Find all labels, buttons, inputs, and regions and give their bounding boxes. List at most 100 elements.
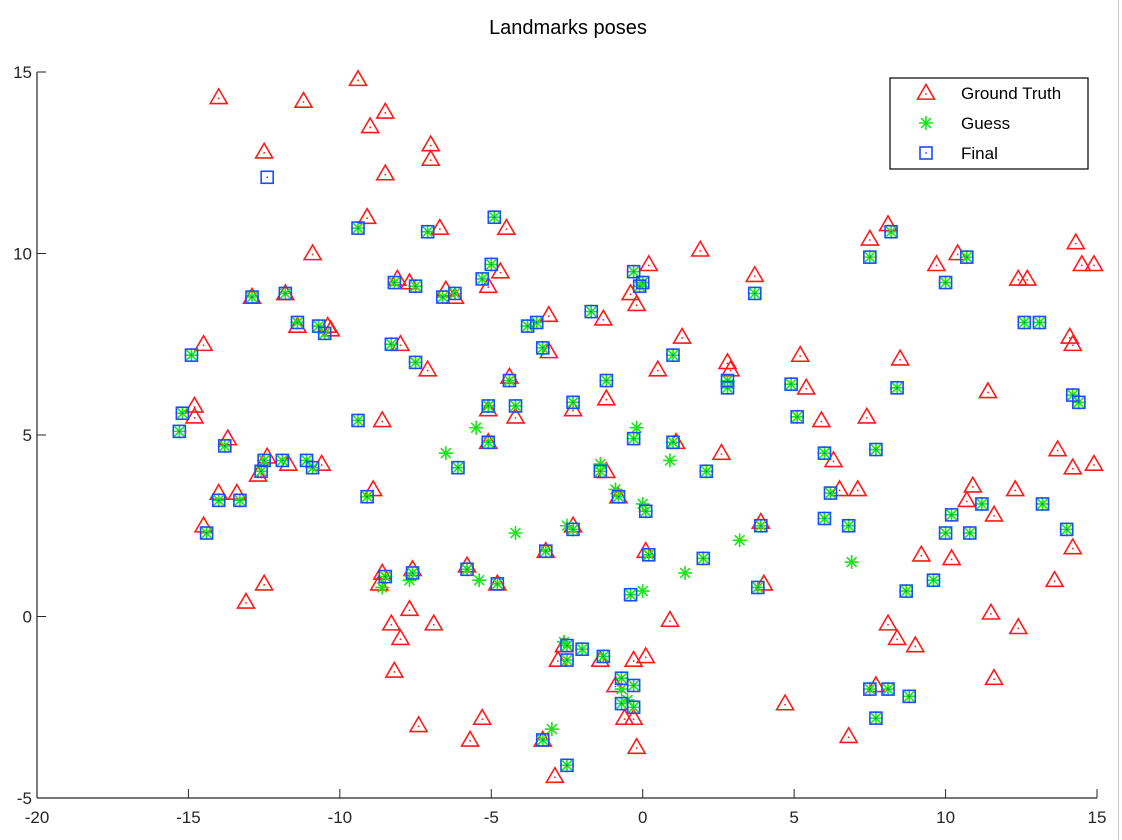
data-point-square: [626, 431, 641, 446]
data-point-triangle: [208, 87, 229, 105]
data-point-square: [938, 275, 953, 290]
data-point-square: [448, 286, 462, 301]
data-point-triangle: [1008, 617, 1029, 635]
data-point-triangle: [254, 141, 275, 159]
data-point-square: [560, 758, 574, 773]
data-point-asterisk: [629, 420, 644, 435]
data-point-triangle: [1084, 254, 1104, 272]
data-point-triangle: [887, 628, 908, 646]
data-point-triangle: [941, 548, 962, 566]
data-point-square: [754, 518, 768, 533]
data-point-square: [451, 460, 465, 475]
data-point-square: [666, 348, 680, 362]
data-point-triangle: [236, 591, 256, 609]
data-point-triangle: [496, 217, 517, 236]
data-point-triangle: [423, 613, 444, 631]
data-point-triangle: [1071, 254, 1092, 272]
data-point-triangle: [811, 410, 832, 428]
data-point-square: [520, 319, 535, 333]
data-point-square: [641, 547, 656, 562]
data-point-square: [245, 290, 259, 304]
data-point-triangle: [890, 348, 911, 366]
data-point-triangle: [956, 490, 977, 508]
data-point-triangle: [390, 628, 411, 646]
data-point-triangle: [460, 729, 480, 747]
data-point-triangle: [847, 479, 868, 497]
data-point-square: [919, 146, 933, 160]
data-point-triangle: [293, 90, 314, 108]
data-point-asterisk: [678, 565, 693, 580]
data-point-triangle: [596, 388, 617, 406]
legend-label: Final: [961, 144, 998, 163]
data-point-square: [351, 221, 365, 235]
data-point-square: [529, 315, 544, 330]
data-point-square: [1032, 315, 1047, 330]
data-point-square: [290, 315, 305, 330]
data-point-triangle: [838, 726, 859, 744]
data-point-triangle: [375, 101, 396, 119]
data-point-triangle: [1084, 453, 1104, 471]
data-point-triangle: [254, 573, 275, 591]
data-point-triangle: [984, 504, 1004, 522]
data-point-triangle: [926, 254, 947, 272]
legend-item: Guess: [919, 114, 1010, 133]
data-point-square: [938, 526, 953, 540]
data-point-triangle: [381, 613, 402, 631]
data-point-square: [211, 493, 226, 508]
data-point-triangle: [984, 668, 1004, 686]
data-point-triangle: [417, 359, 438, 377]
data-point-triangle: [626, 294, 647, 312]
y-tick-label: 0: [23, 608, 32, 627]
data-point-triangle: [384, 660, 405, 678]
data-point-triangle: [916, 82, 936, 100]
data-point-triangle: [193, 334, 214, 352]
data-point-triangle: [357, 207, 378, 225]
data-point-square: [869, 711, 883, 725]
data-point-triangle: [856, 406, 877, 424]
data-point-square: [384, 337, 399, 352]
data-point-asterisk: [608, 482, 623, 497]
data-point-square: [420, 224, 435, 239]
data-point-square: [475, 272, 490, 286]
data-point-square: [750, 580, 765, 595]
data-point-square: [487, 210, 502, 224]
data-point-triangle: [717, 352, 738, 370]
data-point-square: [747, 286, 762, 301]
data-point-triangle: [981, 602, 1001, 620]
data-point-asterisk: [919, 116, 933, 130]
data-point-triangle: [635, 646, 656, 664]
data-point-triangle: [390, 334, 411, 352]
data-point-square: [944, 508, 959, 522]
data-point-square: [626, 678, 641, 693]
data-point-triangle: [626, 737, 647, 755]
data-point-square: [508, 399, 523, 413]
y-tick-label: 5: [23, 426, 32, 445]
data-point-triangle: [472, 708, 493, 726]
data-point-square: [869, 442, 883, 457]
legend-label: Ground Truth: [961, 84, 1061, 103]
x-tick-label: 0: [638, 808, 647, 827]
data-point-asterisk: [635, 584, 650, 599]
data-point-square: [975, 497, 989, 511]
data-point-square: [566, 522, 580, 537]
data-point-square: [199, 526, 214, 540]
axes: -20 -15 -10 -5 0 5 10 15 -5 0 5 10 15: [13, 63, 1106, 827]
data-point-square: [560, 638, 574, 653]
data-point-square: [260, 170, 274, 185]
data-point-triangle: [978, 381, 998, 399]
series-final: [172, 170, 1086, 773]
data-point-triangle: [672, 326, 692, 344]
data-point-square: [1072, 395, 1086, 410]
data-point-square: [614, 671, 629, 686]
data-point-square: [405, 566, 420, 580]
data-point-square: [584, 304, 599, 319]
x-tick-label: -5: [484, 808, 499, 827]
data-point-square: [175, 406, 190, 421]
data-point-triangle: [1062, 537, 1083, 555]
data-point-triangle: [302, 243, 323, 261]
data-point-asterisk: [375, 580, 390, 595]
data-point-triangle: [420, 149, 441, 167]
data-point-square: [278, 286, 293, 301]
data-point-square: [566, 395, 580, 410]
